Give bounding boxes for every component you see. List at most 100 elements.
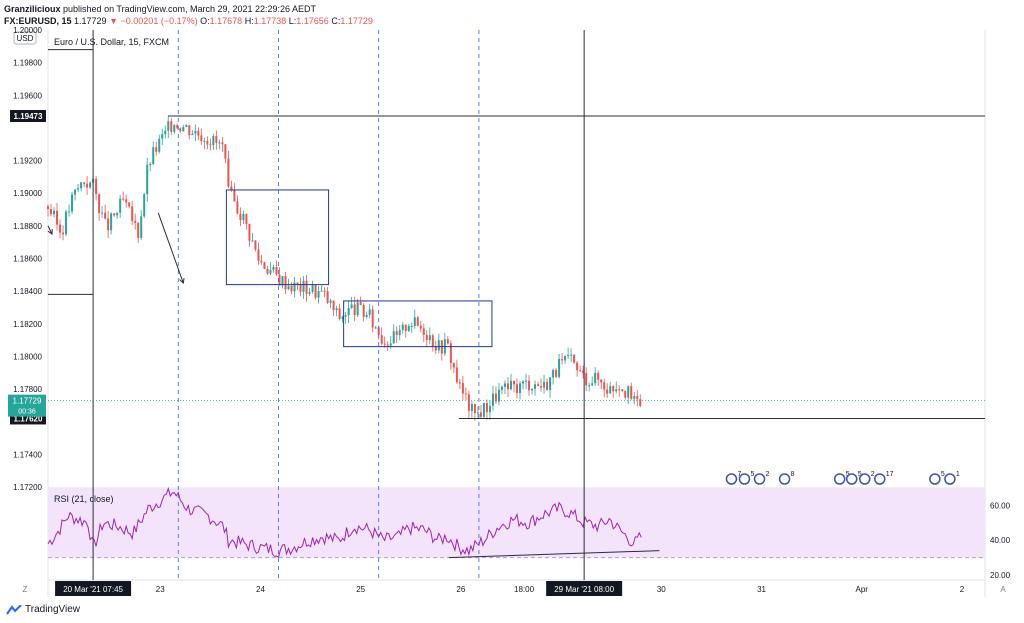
time-axis-label: 24 [256, 585, 265, 594]
candle-body [636, 396, 639, 400]
tradingview-logo[interactable]: TradingView [6, 604, 80, 615]
candle-body [53, 210, 56, 215]
candle-body [113, 213, 116, 216]
candle-body [609, 386, 612, 394]
candle-body [230, 186, 233, 191]
candle-body [519, 383, 522, 393]
candle-body [537, 384, 540, 387]
economic-event-icon[interactable] [778, 473, 791, 485]
economic-event-icon[interactable] [929, 473, 941, 485]
candle-body [293, 282, 296, 292]
rsi-trendline[interactable] [448, 550, 660, 559]
candle-body [612, 386, 615, 392]
candle-body [347, 308, 350, 316]
auto-scale-icon[interactable]: A [1000, 585, 1006, 594]
candle-body [603, 382, 606, 390]
economic-event-count: 2 [766, 471, 770, 478]
economic-event-icon[interactable] [833, 473, 846, 485]
candle-body [618, 389, 621, 391]
candle-body [558, 359, 561, 377]
candle-body [416, 317, 419, 326]
candle-body [452, 363, 455, 368]
candle-body [404, 324, 407, 332]
candle-body [525, 380, 528, 382]
zoom-icon[interactable]: Z [23, 585, 28, 594]
candle-body [528, 380, 531, 391]
price-axis-tick: 1.17400 [13, 450, 42, 459]
price-axis-tick: 1.17200 [13, 483, 42, 492]
time-axis-label: 20 Mar '21 07:45 [63, 585, 123, 594]
candle-body [353, 304, 356, 316]
candle-body [263, 262, 266, 269]
candle-body [161, 134, 164, 139]
candle-body [143, 194, 146, 217]
candle-body [50, 209, 53, 215]
rsi-axis-tick: 60.00 [990, 501, 1011, 510]
candle-body [362, 305, 365, 317]
candle-body [449, 343, 452, 364]
candle-body [209, 144, 212, 146]
candle-body [488, 405, 491, 413]
economic-event-count: 5 [846, 471, 850, 478]
price-change: −0.00201 (−0.17%) [120, 16, 198, 26]
candle-body [233, 190, 236, 202]
candle-body [419, 325, 422, 329]
candle-body [377, 327, 380, 336]
candle-body [639, 399, 642, 406]
candle-body [254, 240, 257, 250]
economic-event-icon[interactable] [858, 473, 871, 485]
candle-body [359, 302, 362, 306]
candle-body [467, 394, 470, 411]
candle-body [368, 309, 371, 315]
candle-body [101, 212, 104, 214]
close-value: 1.17729 [340, 16, 373, 26]
candle-body [191, 133, 194, 136]
candle-body [476, 412, 479, 414]
candle-body [275, 267, 278, 275]
author-name[interactable]: Granzilicioux [4, 4, 61, 14]
price-axis-tick: 1.18800 [13, 222, 42, 231]
bar-countdown: 00:36 [18, 409, 36, 416]
candle-body [534, 384, 537, 389]
candle-body [335, 308, 338, 311]
candle-body [512, 380, 515, 385]
arrow-line[interactable] [157, 212, 184, 284]
candle-body [365, 314, 368, 317]
chart-title: Euro / U.S. Dollar, 15, FXCM [54, 37, 169, 47]
candle-body [633, 396, 636, 399]
candle-body [624, 391, 627, 398]
low-value: 1.17656 [296, 16, 329, 26]
economic-event-icon[interactable] [944, 473, 956, 485]
candle-body [516, 384, 519, 393]
candle-body [522, 381, 525, 384]
arrow-line[interactable] [47, 225, 53, 235]
economic-event-icon[interactable] [874, 473, 886, 485]
economic-event-icon[interactable] [845, 473, 858, 485]
economic-event-icon[interactable] [738, 473, 751, 485]
symbol-name[interactable]: FX:EURUSD, 15 [4, 16, 72, 26]
candle-body [167, 121, 170, 131]
candle-body [83, 182, 86, 184]
candle-body [218, 142, 221, 144]
economic-event-icon[interactable] [753, 473, 766, 485]
candle-body [413, 317, 416, 326]
candle-body [89, 182, 92, 188]
candle-body [509, 380, 512, 390]
range-rectangle[interactable] [225, 189, 330, 286]
candle-body [546, 381, 549, 391]
economic-event-icon[interactable] [725, 473, 738, 485]
candle-body [395, 331, 398, 335]
candle-body [627, 386, 630, 398]
candle-body [272, 267, 275, 270]
price-axis-tick: 1.18600 [13, 255, 42, 264]
candle-body [248, 224, 251, 241]
candle-body [320, 290, 323, 292]
price-axis-tick: 1.18200 [13, 320, 42, 329]
currency-badge[interactable] [13, 31, 37, 45]
candle-body [305, 280, 308, 294]
economic-event-count: 1 [956, 471, 960, 478]
candle-body [494, 393, 497, 402]
range-rectangle[interactable] [343, 300, 493, 348]
candle-body [461, 382, 464, 394]
